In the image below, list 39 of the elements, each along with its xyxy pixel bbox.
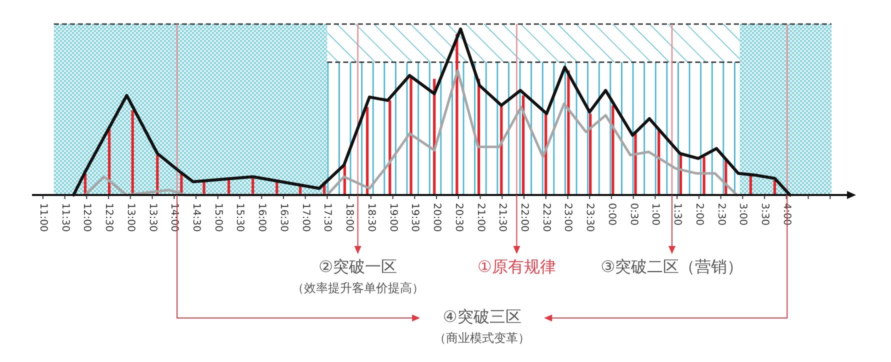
annotation: ④突破三区 [442,307,522,326]
x-tick-label: 18:30 [365,203,376,232]
x-tick-label: 21:30 [496,203,508,232]
x-tick-label: 15:00 [212,203,224,232]
x-tick-label: 23:30 [584,203,596,232]
x-tick-label: 13:30 [146,203,158,232]
x-tick-label: 15:30 [234,203,246,232]
x-tick-label: 13:00 [124,203,136,232]
x-tick-label: 12:00 [81,203,92,232]
x-tick-label: 19:30 [409,203,420,232]
annotation: ①原有规律 [478,257,556,276]
x-tick-label: 1:00 [650,203,661,226]
x-tick-label: 0:30 [628,203,639,226]
x-tick-label: 22:00 [518,203,530,232]
x-tick-label: 1:30 [672,203,683,226]
x-tick-label: 23:00 [562,203,574,232]
x-tick-label: 2:30 [715,203,726,226]
x-tick-label: 11:30 [59,203,70,232]
x-tick-label: 12:30 [103,203,114,232]
x-tick-label: 22:30 [540,203,552,232]
x-tick-label: 2:00 [693,203,704,226]
annotation: ②突破一区 [318,257,397,276]
x-tick-label: 3:30 [759,203,770,226]
x-tick-label: 17:30 [322,203,333,232]
x-tick-label: 20:30 [452,203,464,232]
x-tick-label: 19:00 [387,203,398,232]
x-tick-label: 17:00 [300,203,311,232]
x-tick-label: 11:00 [37,203,48,232]
x-tick-label: 0:00 [606,203,617,226]
annotation: ③突破二区（营销） [600,257,744,276]
annotation: （效率提升客单价提高） [292,281,424,295]
x-tick-label: 16:30 [278,203,289,232]
x-tick-label: 20:00 [431,203,442,232]
x-tick-label: 3:00 [737,203,748,226]
x-tick-label: 21:00 [474,203,486,232]
x-tick-label: 16:00 [256,203,268,232]
x-tick-label: 18:00 [344,203,355,232]
annotation: （商业模式变革） [434,331,530,345]
x-tick-label: 14:30 [190,203,202,232]
